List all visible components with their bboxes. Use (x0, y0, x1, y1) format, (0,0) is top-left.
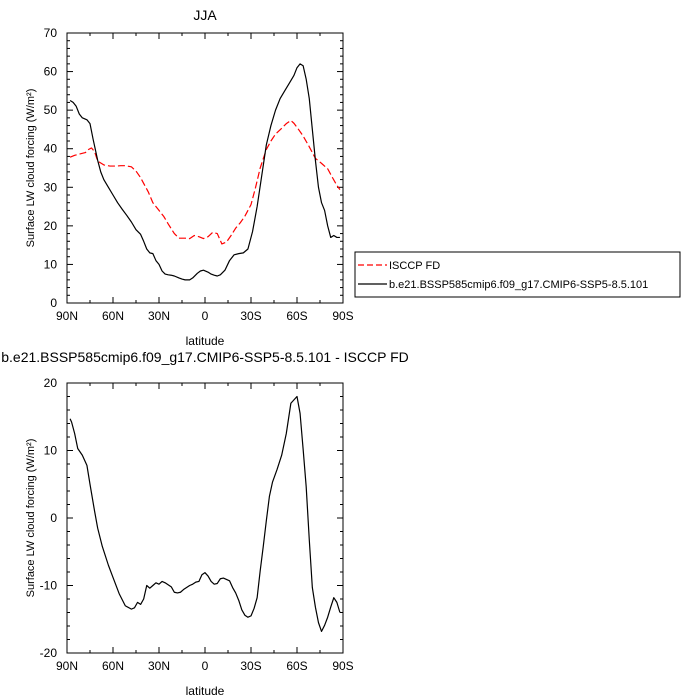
y-tick-label: 60 (44, 65, 58, 79)
chart-title-difference: b.e21.BSSP585cmip6.f09_g17.CMIP6-SSP5-8.… (1, 349, 409, 365)
y-axis-label-difference: Surface LW cloud forcing (W/m²) (25, 439, 37, 598)
y-tick-label: 0 (50, 296, 57, 310)
y-tick-label: 10 (44, 257, 58, 271)
y-axis-label: Surface LW cloud forcing (W/m²) (25, 89, 37, 248)
x-tick-label: 90S (332, 309, 353, 323)
y-tick-label: -20 (40, 646, 58, 660)
x-tick-label: 30S (240, 309, 261, 323)
y-tick-label: 20 (44, 219, 58, 233)
x-tick-label: 60S (286, 309, 307, 323)
y-tick-label: 20 (44, 376, 58, 390)
legend-entry-model: b.e21.BSSP585cmip6.f09_g17.CMIP6-SSP5-8.… (389, 279, 648, 291)
x-tick-label: 30N (148, 659, 170, 673)
x-tick-label: 0 (202, 659, 209, 673)
y-tick-label: 70 (44, 26, 58, 40)
series-line-model (69, 63, 340, 281)
x-tick-label: 90S (332, 659, 353, 673)
bottom-chart: b.e21.BSSP585cmip6.f09_g17.CMIP6-SSP5-8.… (1, 349, 409, 698)
x-tick-label: 90N (56, 659, 78, 673)
series-line-isccp (69, 119, 341, 245)
x-axis-label: latitude (186, 334, 225, 348)
x-tick-label: 60N (102, 659, 124, 673)
x-axis-label-difference: latitude (186, 684, 225, 698)
chart-title: JJA (193, 7, 217, 23)
axis-ticks: 90N 60N 30N 0 30S 60S 90S 0 10 20 30 40 50 60 70 (44, 26, 354, 323)
y-tick-label: 30 (44, 180, 58, 194)
x-tick-label: 0 (202, 309, 209, 323)
axis-ticks-difference: 90N 60N 30N 0 30S 60S 90S -20 -10 0 10 20 (40, 376, 354, 673)
x-tick-label: 30S (240, 659, 261, 673)
plot-frame (66, 32, 344, 304)
series-lines (69, 63, 341, 281)
series-lines-difference (69, 395, 341, 633)
legend: ISCCP FD b.e21.BSSP585cmip6.f09_g17.CMIP… (354, 251, 681, 298)
x-tick-label: 90N (56, 309, 78, 323)
y-tick-label: 10 (44, 444, 58, 458)
top-chart: JJA 90N 60N 30N 0 30S 60S 90S 0 10 20 30 40 50 60 70 l… (25, 7, 681, 348)
legend-box (354, 251, 681, 298)
x-tick-label: 30N (148, 309, 170, 323)
y-tick-label: 0 (50, 511, 57, 525)
y-tick-label: 40 (44, 142, 58, 156)
series-line-model (69, 395, 341, 633)
plot-frame-difference (66, 382, 344, 654)
y-tick-label: 50 (44, 103, 58, 117)
legend-entry-isccp: ISCCP FD (389, 260, 440, 272)
y-tick-label: -10 (40, 579, 58, 593)
x-tick-label: 60N (102, 309, 124, 323)
x-tick-label: 60S (286, 659, 307, 673)
